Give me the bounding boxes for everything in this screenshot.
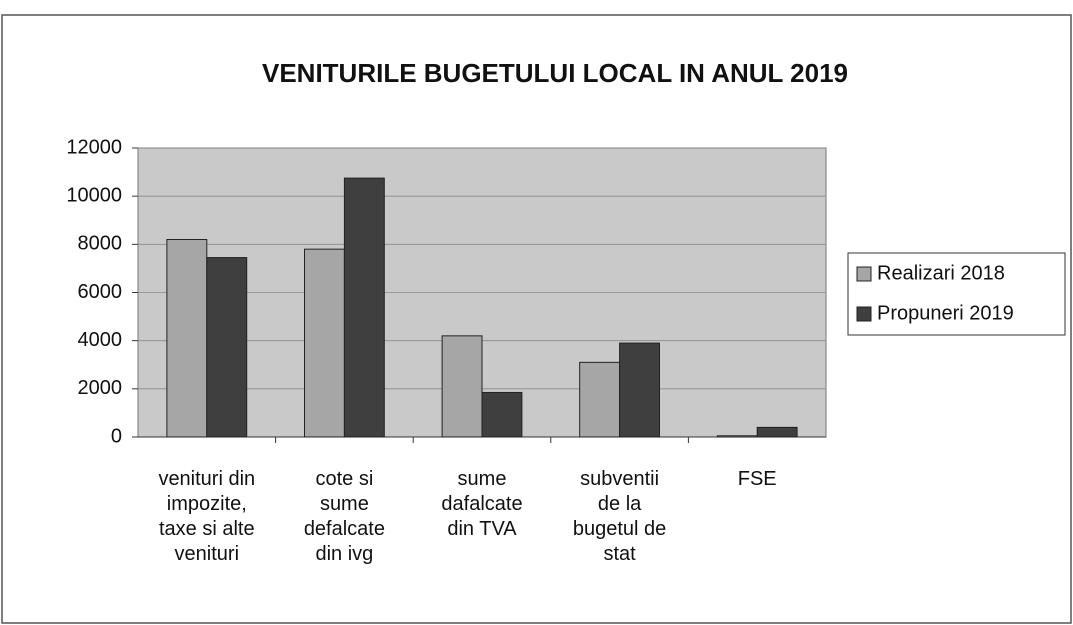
legend-label: Realizari 2018: [877, 262, 1005, 284]
bar: [619, 342, 661, 438]
x-tick-label: subventii de la bugetul de stat: [573, 468, 666, 565]
y-tick-label: 8000: [78, 233, 123, 255]
bar: [343, 177, 385, 438]
bar: [206, 257, 248, 438]
y-tick-label: 12000: [66, 136, 122, 158]
bar: [756, 426, 798, 438]
legend: [847, 252, 1066, 336]
legend-swatch: [856, 306, 872, 322]
legend-swatch: [856, 266, 872, 282]
y-tick-label: 0: [111, 425, 122, 447]
legend-label: Propuneri 2019: [877, 302, 1014, 324]
x-tick-label: venituri din impozite, taxe si alte venitur…: [158, 468, 255, 565]
bar: [579, 361, 621, 438]
bar: [716, 435, 758, 438]
bar: [303, 248, 345, 438]
bar: [166, 239, 208, 438]
bar: [481, 391, 523, 438]
chart-title: VENITURILE BUGETULUI LOCAL IN ANUL 2019: [262, 58, 848, 88]
y-tick-label: 10000: [66, 184, 122, 206]
x-tick-label: FSE: [738, 468, 777, 490]
y-tick-label: 2000: [78, 377, 123, 399]
x-tick-label: cote si sume defalcate din ivg: [304, 468, 385, 565]
y-tick-label: 4000: [78, 329, 123, 351]
y-tick-label: 6000: [78, 281, 123, 303]
bar: [441, 335, 483, 438]
x-tick-label: sume dafalcate din TVA: [441, 468, 522, 540]
